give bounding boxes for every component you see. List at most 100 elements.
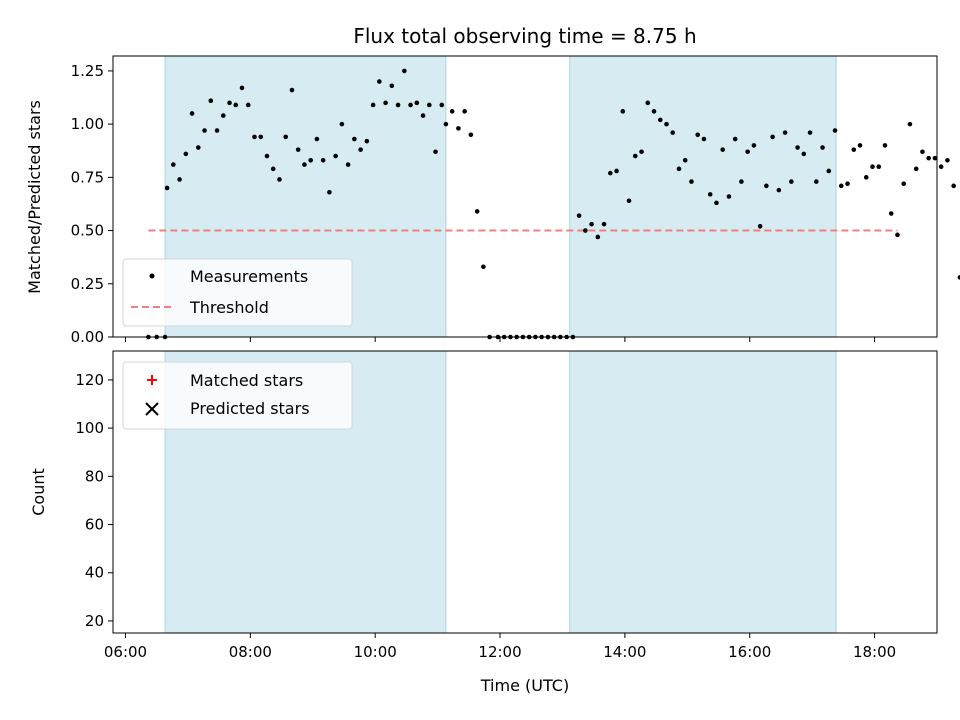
measurement-point [283,134,289,140]
measurement-point [258,134,264,140]
top-y-tick-label: 1.25 [71,62,104,80]
top-y-tick-label: 0.00 [71,328,104,346]
measurement-point [177,177,182,182]
measurement-point [370,102,376,108]
measurement-point [308,158,313,163]
measurement-point [576,213,582,218]
measurement-point [277,177,282,182]
measurement-point [732,136,738,142]
measurement-point [907,121,913,127]
measurement-point [270,166,276,172]
measurement-point [651,109,657,114]
measurement-point [481,264,486,270]
measurement-point [320,158,326,163]
measurement-point [420,113,426,118]
measurement-point [264,153,270,159]
measurement-point [888,211,894,216]
measurement-point [245,102,251,108]
bottom-legend-box [122,361,353,430]
measurement-point [882,143,888,148]
measurement-point [645,100,651,106]
measurement-point [314,136,320,142]
measurement-point [695,132,701,138]
measurement-point [951,183,956,189]
bottom-x-tick-label: 16:00 [728,643,771,661]
measurement-point [383,100,388,106]
measurement-point [339,121,345,127]
measurement-point [770,134,775,140]
measurement-point [857,143,863,148]
bottom-y-axis-label: Count [29,468,48,516]
measurement-point [682,158,688,163]
measurement-point [327,189,332,195]
measurement-point [408,102,413,108]
measurement-point [795,145,800,150]
measurement-point [676,166,682,172]
measurement-point [707,192,713,197]
bottom-y-tick-label: 60 [85,516,104,534]
measurement-point [233,102,239,108]
legend-threshold-label: Threshold [189,298,269,317]
legend-measurements-label: Measurements [190,267,308,286]
measurement-point [364,138,370,144]
measurement-point [289,87,295,93]
measurement-point [171,162,176,167]
measurement-point [189,111,195,116]
measurement-point [832,128,838,133]
measurement-point [689,179,694,184]
measurement-point [462,109,467,114]
measurement-point [202,128,207,133]
legend-predicted-marker [145,402,159,416]
measurement-point [726,194,732,199]
measurement-point [474,209,480,214]
observing-interval [569,350,837,634]
measurement-point [620,109,626,114]
measurement-point [957,275,960,280]
measurement-point [214,128,220,133]
measurement-point [851,147,857,152]
measurement-point [920,149,925,155]
measurement-point [395,102,401,108]
bottom-x-tick-label: 08:00 [229,643,272,661]
measurement-point [196,145,201,150]
bottom-y-tick-label: 80 [85,467,104,485]
measurement-point [876,164,882,169]
measurement-point [820,145,825,150]
top-y-axis-label: Matched/Predicted stars [25,100,44,294]
measurement-point [468,132,474,138]
bottom-legend: Matched stars Predicted stars [122,361,353,430]
measurement-point [814,179,819,184]
measurement-point [220,113,226,118]
top-y-tick-label: 0.50 [71,222,104,240]
measurement-point [456,126,461,131]
measurement-point [670,130,676,135]
measurement-point [913,166,919,172]
measurement-point [632,153,638,159]
measurement-point [183,151,189,157]
measurement-point [757,224,763,229]
measurement-point [426,102,432,108]
measurement-point [701,136,707,142]
bottom-x-ticks: 06:00 08:00 10:00 12:00 14:00 16:00 18:00 [104,633,896,661]
bottom-x-tick-label: 10:00 [354,643,397,661]
top-y-ticks: 0.00 0.25 0.50 0.75 1.00 1.25 [71,62,113,346]
measurement-point [789,179,794,184]
measurement-point [601,221,607,227]
bottom-x-tick-label: 18:00 [853,643,896,661]
measurement-point [164,185,170,191]
top-y-tick-label: 1.00 [71,115,104,133]
measurement-point [826,168,832,174]
measurement-point [870,164,875,169]
measurement-point [739,179,744,184]
measurement-point [589,221,594,227]
measurement-point [714,200,719,206]
top-y-tick-label: 0.25 [71,275,104,293]
measurement-point [608,170,613,176]
bottom-y-tick-label: 20 [85,612,104,630]
measurement-point [626,198,632,204]
measurement-point [782,130,788,135]
measurement-point [745,149,750,155]
top-shaded-intervals [164,55,837,338]
legend-predicted-label: Predicted stars [190,399,310,418]
